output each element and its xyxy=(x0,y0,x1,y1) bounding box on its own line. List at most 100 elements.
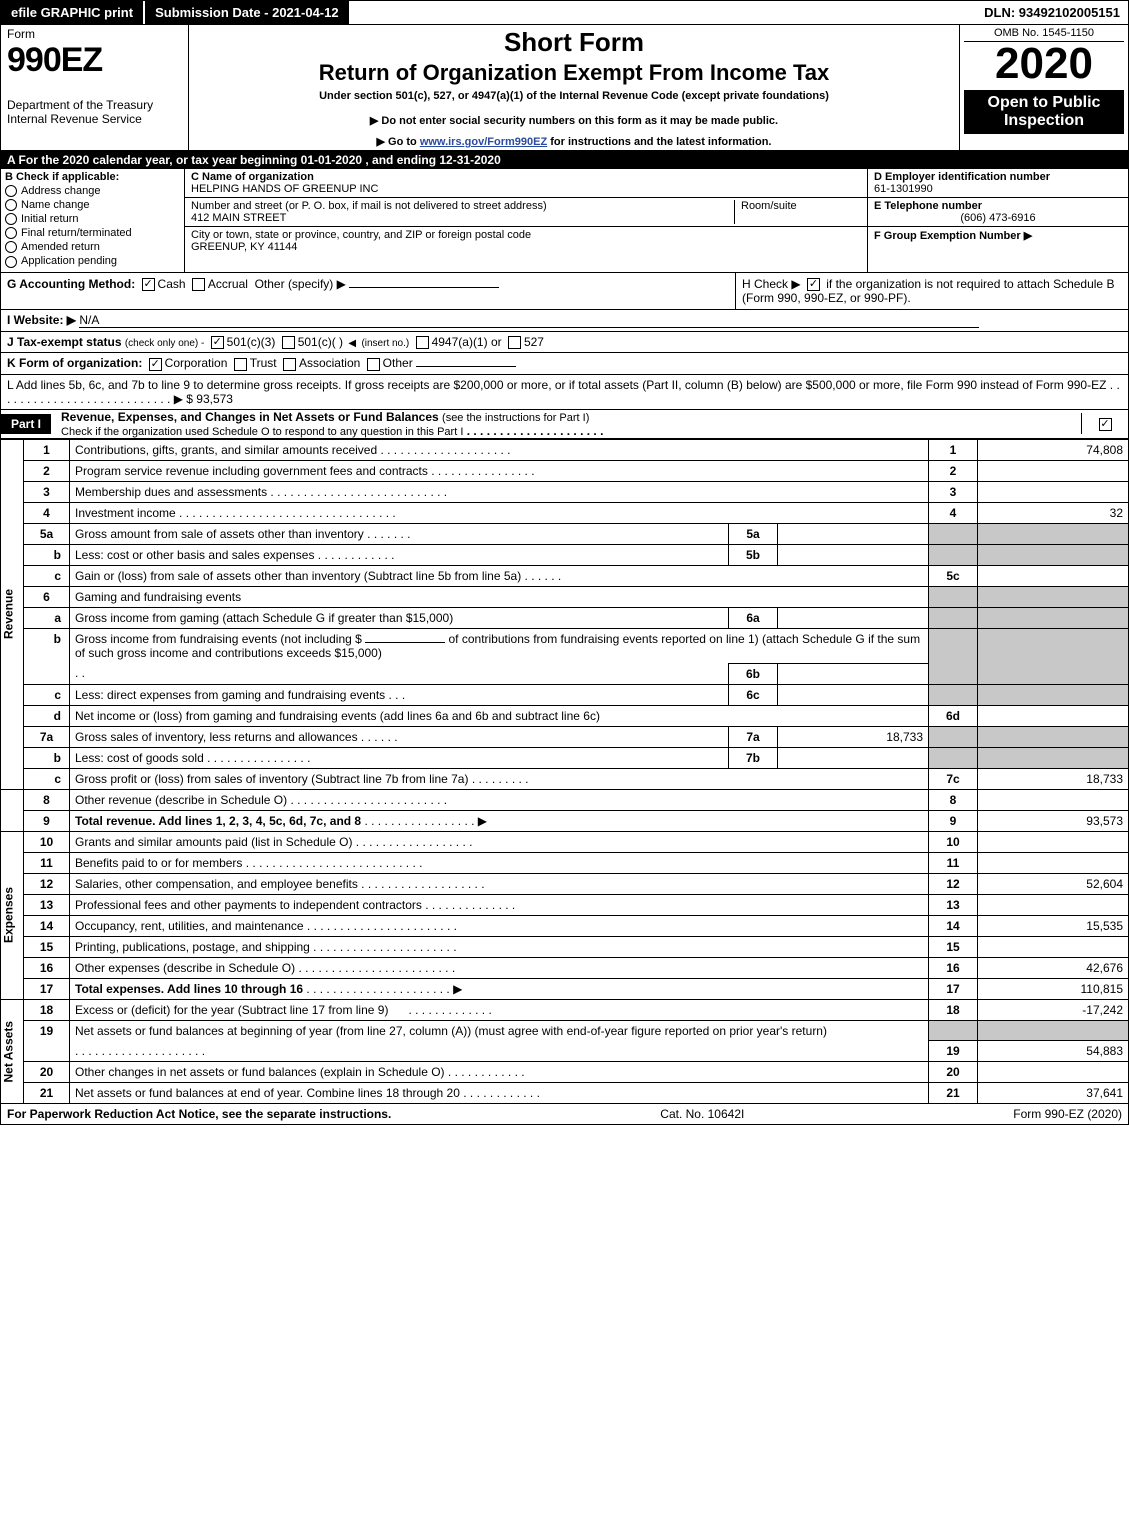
line-6a-desc: Gross income from gaming (attach Schedul… xyxy=(75,611,453,625)
line-6b-inner-amt xyxy=(778,663,929,684)
line-7c-num: c xyxy=(24,768,70,789)
chk-trust[interactable] xyxy=(234,358,247,371)
chk-4947[interactable] xyxy=(416,336,429,349)
line-17-num: 17 xyxy=(24,978,70,999)
line-3-num: 3 xyxy=(24,481,70,502)
line-6a-shaded-amt xyxy=(978,607,1129,628)
gh-row: G Accounting Method: Cash Accrual Other … xyxy=(0,273,1129,310)
part-i-table: Revenue 1 Contributions, gifts, grants, … xyxy=(0,439,1129,1105)
goto-text: ▶ Go to www.irs.gov/Form990EZ for instru… xyxy=(197,135,951,148)
chk-cash[interactable] xyxy=(142,278,155,291)
line-6b-amount-field[interactable] xyxy=(365,642,445,643)
line-1-desc: Contributions, gifts, grants, and simila… xyxy=(75,443,377,457)
chk-name-change[interactable] xyxy=(5,199,17,211)
chk-schedule-o-part-i[interactable] xyxy=(1099,418,1112,431)
chk-application-pending[interactable] xyxy=(5,256,17,268)
line-6c-shaded-amt xyxy=(978,684,1129,705)
chk-schedule-b-not-required[interactable] xyxy=(807,278,820,291)
line-12-amt: 52,604 xyxy=(978,873,1129,894)
line-5c-col: 5c xyxy=(929,565,978,586)
line-18-desc: Excess or (deficit) for the year (Subtra… xyxy=(75,1003,388,1017)
website-field[interactable]: N/A xyxy=(79,313,979,328)
line-1-col: 1 xyxy=(929,439,978,460)
chk-address-change-label: Address change xyxy=(21,185,101,197)
chk-corporation[interactable] xyxy=(149,358,162,371)
irs-link[interactable]: www.irs.gov/Form990EZ xyxy=(420,136,547,148)
section-h-text2: if the organization is not required to a… xyxy=(826,277,1114,291)
line-17-desc: Total expenses. Add lines 10 through 16 xyxy=(75,982,303,996)
chk-corporation-label: Corporation xyxy=(165,356,228,370)
chk-501c3[interactable] xyxy=(211,336,224,349)
other-specify-label: Other (specify) ▶ xyxy=(255,277,346,291)
line-7b-desc: Less: cost of goods sold xyxy=(75,751,204,765)
line-4-desc: Investment income xyxy=(75,506,176,520)
line-6b-shaded xyxy=(929,628,978,684)
chk-final-return[interactable] xyxy=(5,227,17,239)
line-6d-amt xyxy=(978,705,1129,726)
street-value: 412 MAIN STREET xyxy=(191,212,734,224)
line-2-col: 2 xyxy=(929,460,978,481)
line-7a-num: 7a xyxy=(24,726,70,747)
header-left: Form 990EZ Department of the Treasury In… xyxy=(1,25,189,150)
header-right: OMB No. 1545-1150 2020 Open to Public In… xyxy=(960,25,1128,150)
line-21-col: 21 xyxy=(929,1083,978,1104)
line-21-desc: Net assets or fund balances at end of ye… xyxy=(75,1086,460,1100)
tax-year-row: A For the 2020 calendar year, or tax yea… xyxy=(0,151,1129,169)
chk-address-change[interactable] xyxy=(5,185,17,197)
chk-initial-return[interactable] xyxy=(5,213,17,225)
efile-print-button[interactable]: efile GRAPHIC print xyxy=(1,1,145,24)
chk-527-label: 527 xyxy=(524,335,544,349)
line-2-desc: Program service revenue including govern… xyxy=(75,464,428,478)
chk-accrual[interactable] xyxy=(192,278,205,291)
line-13-desc: Professional fees and other payments to … xyxy=(75,898,422,912)
goto-post: for instructions and the latest informat… xyxy=(547,136,771,148)
submission-date-label: Submission Date - 2021-04-12 xyxy=(145,1,349,24)
line-12-col: 12 xyxy=(929,873,978,894)
line-5a-shaded-amt xyxy=(978,523,1129,544)
line-13-col: 13 xyxy=(929,894,978,915)
line-7a-shaded-amt xyxy=(978,726,1129,747)
line-17-col: 17 xyxy=(929,978,978,999)
line-20-desc: Other changes in net assets or fund bala… xyxy=(75,1065,445,1079)
chk-amended-return[interactable] xyxy=(5,241,17,253)
chk-501c-label: 501(c)( ) xyxy=(298,335,343,349)
form-number: 990EZ xyxy=(7,41,182,80)
line-17-amt: 110,815 xyxy=(978,978,1129,999)
line-21-amt: 37,641 xyxy=(978,1083,1129,1104)
line-5c-amt xyxy=(978,565,1129,586)
section-def: D Employer identification number 61-1301… xyxy=(867,169,1128,272)
line-19-num: 19 xyxy=(24,1020,70,1062)
line-21-num: 21 xyxy=(24,1083,70,1104)
section-b: B Check if applicable: Address change Na… xyxy=(1,169,185,272)
chk-name-change-label: Name change xyxy=(21,199,90,211)
footer-form-ref: Form 990-EZ (2020) xyxy=(1013,1107,1122,1121)
line-6a-inner-amt xyxy=(778,607,929,628)
line-5b-desc: Less: cost or other basis and sales expe… xyxy=(75,548,314,562)
line-10-amt xyxy=(978,831,1129,852)
room-label: Room/suite xyxy=(741,200,861,212)
other-org-field[interactable] xyxy=(416,366,516,367)
line-2-amt xyxy=(978,460,1129,481)
form-word: Form xyxy=(7,27,182,41)
chk-cash-label: Cash xyxy=(158,277,186,291)
chk-initial-return-label: Initial return xyxy=(21,213,78,225)
ein-value: 61-1301990 xyxy=(874,183,1122,195)
line-12-num: 12 xyxy=(24,873,70,894)
tax-year: 2020 xyxy=(964,42,1124,86)
section-g-label: G Accounting Method: xyxy=(7,277,135,291)
line-11-num: 11 xyxy=(24,852,70,873)
section-e-label: E Telephone number xyxy=(874,200,1122,212)
line-14-desc: Occupancy, rent, utilities, and maintena… xyxy=(75,919,304,933)
section-k-label: K Form of organization: xyxy=(7,356,142,370)
line-8-amt xyxy=(978,789,1129,810)
line-5a-inner-amt xyxy=(778,523,929,544)
line-7b-shaded-amt xyxy=(978,747,1129,768)
chk-other-org[interactable] xyxy=(367,358,380,371)
chk-association[interactable] xyxy=(283,358,296,371)
other-specify-field[interactable] xyxy=(349,287,499,288)
line-19-shaded xyxy=(929,1020,978,1041)
chk-501c[interactable] xyxy=(282,336,295,349)
part-i-header: Part I Revenue, Expenses, and Changes in… xyxy=(0,410,1129,439)
chk-527[interactable] xyxy=(508,336,521,349)
line-8-desc: Other revenue (describe in Schedule O) xyxy=(75,793,287,807)
